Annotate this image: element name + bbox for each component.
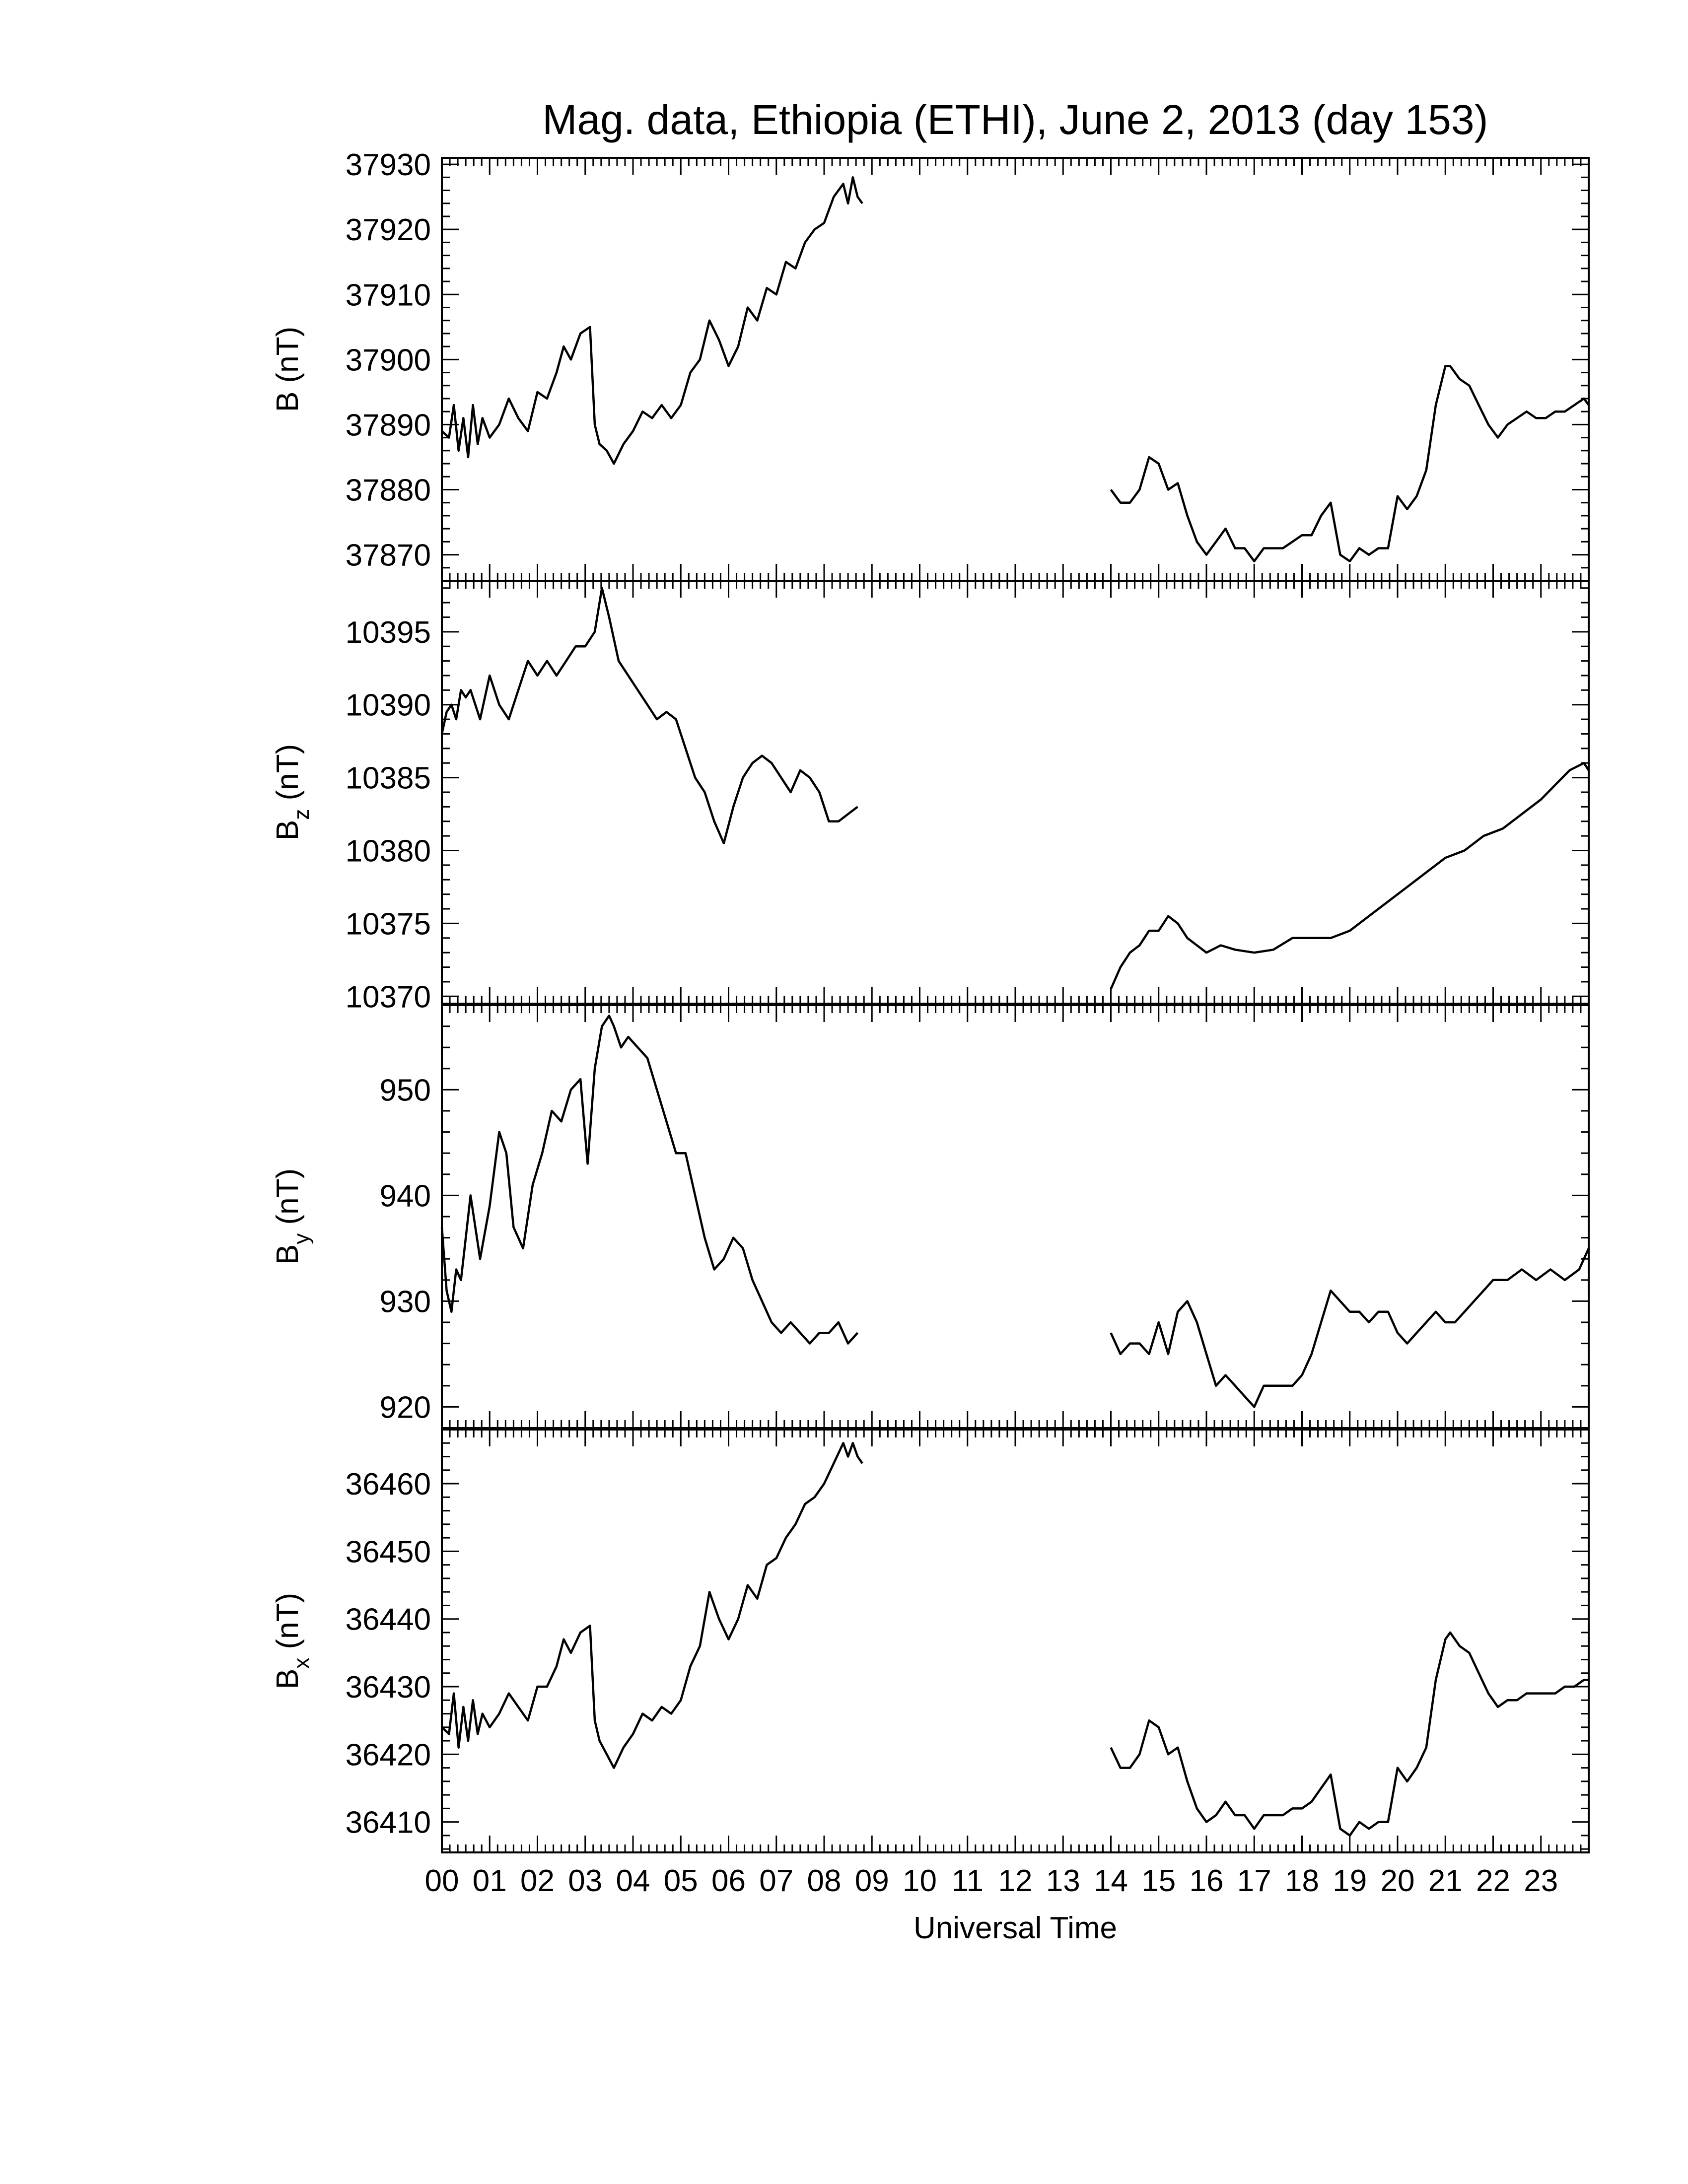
- x-tick-label: 19: [1333, 1864, 1367, 1898]
- x-tick-label: 23: [1524, 1864, 1558, 1898]
- x-tick-label: 16: [1190, 1864, 1224, 1898]
- x-tick-label: 09: [855, 1864, 889, 1898]
- y-tick-label: 36450: [346, 1535, 431, 1569]
- y-tick-label: 10385: [346, 761, 431, 796]
- panel-frame: [441, 1429, 1590, 1853]
- y-tick-label: 36430: [346, 1670, 431, 1705]
- x-tick-label: 02: [520, 1864, 555, 1898]
- panel-1: 37870 37880 37890 37900 37910 37920 37930 B (nT…: [271, 148, 1590, 582]
- y-axis-label-unit: (nT): [271, 744, 305, 809]
- x-tick-label: 04: [616, 1864, 650, 1898]
- series-line: [440, 587, 858, 845]
- x-tick-label: 13: [1046, 1864, 1080, 1898]
- x-tick-label: 10: [903, 1864, 937, 1898]
- y-axis-label-symbol: B: [271, 820, 305, 840]
- y-tick-label: 37870: [346, 539, 431, 573]
- y-tick-label: 10375: [346, 907, 431, 941]
- series-line: [1110, 1631, 1589, 1837]
- x-tick-label: 17: [1237, 1864, 1271, 1898]
- x-tick-label: 06: [711, 1864, 746, 1898]
- x-tick-label: 20: [1381, 1864, 1415, 1898]
- x-tick-label: 15: [1141, 1864, 1176, 1898]
- y-tick-label: 37920: [346, 213, 431, 247]
- x-tick-label: 03: [568, 1864, 602, 1898]
- y-tick-label: 36410: [346, 1806, 431, 1840]
- y-tick-label: 930: [380, 1285, 431, 1319]
- y-axis-label: Bx (nT): [271, 1593, 314, 1689]
- x-tick-label: 00: [425, 1864, 459, 1898]
- x-tick-label: 21: [1428, 1864, 1463, 1898]
- x-tick-label: 12: [998, 1864, 1033, 1898]
- y-tick-label: 37890: [346, 408, 431, 442]
- y-axis-label: Bz (nT): [271, 744, 314, 840]
- y-tick-label: 10390: [346, 688, 431, 723]
- series-line: [441, 176, 863, 465]
- x-tick-label: 11: [952, 1864, 984, 1898]
- x-tick-label: 07: [759, 1864, 793, 1898]
- y-tick-label: 36460: [346, 1467, 431, 1502]
- x-axis-tick-labels: 00 01 02 03 04 05 06 07 08 09 10 11 12 13 14 15 16 17 18 19…: [425, 1864, 1558, 1898]
- y-axis-label: By (nT): [271, 1168, 314, 1265]
- y-axis-label-unit: (nT): [271, 327, 305, 392]
- x-axis-title: Universal Time: [914, 1911, 1117, 1945]
- y-axis-label-subscript: z: [289, 809, 314, 820]
- y-tick-label: 36440: [346, 1603, 431, 1637]
- x-tick-label: 18: [1285, 1864, 1319, 1898]
- y-axis-label-subscript: x: [289, 1658, 314, 1669]
- y-axis-label-symbol: B: [271, 1669, 305, 1689]
- y-axis-label-unit: (nT): [271, 1593, 305, 1658]
- y-axis-label-subscript: y: [289, 1233, 314, 1244]
- y-tick-label: 950: [380, 1073, 431, 1107]
- x-tick-label: 05: [664, 1864, 698, 1898]
- y-tick-label: 37930: [346, 148, 431, 182]
- series-line: [1110, 1247, 1590, 1408]
- y-axis-label-symbol: B: [271, 392, 305, 412]
- x-tick-label: 14: [1094, 1864, 1128, 1898]
- series-line: [1110, 365, 1590, 562]
- series-line: [1110, 761, 1590, 990]
- y-tick-label: 920: [380, 1390, 431, 1425]
- panel-4: 36410 36420 36430 36440 36450 36460 Bx (nT): [271, 1429, 1590, 1853]
- y-tick-label: 940: [380, 1179, 431, 1213]
- y-tick-label: 10370: [346, 980, 431, 1014]
- x-tick-label: 01: [473, 1864, 507, 1898]
- chart-title: Mag. data, Ethiopia (ETHI), June 2, 2013…: [542, 96, 1488, 143]
- y-axis-label-symbol: B: [271, 1244, 305, 1265]
- panel-3: 920 930 940 950 By (nT): [271, 1004, 1590, 1429]
- series-line: [441, 1442, 863, 1769]
- y-axis-label: B (nT): [271, 327, 305, 412]
- y-axis-label-unit: (nT): [271, 1168, 305, 1233]
- y-tick-label: 10380: [346, 834, 431, 869]
- y-tick-label: 37900: [346, 343, 431, 377]
- y-tick-label: 36420: [346, 1738, 431, 1772]
- panel-2: 10370 10375 10380 10385 10390 10395 Bz (nT): [271, 580, 1590, 1014]
- y-tick-label: 37880: [346, 473, 431, 507]
- series-line: [440, 1015, 859, 1345]
- x-tick-label: 08: [807, 1864, 842, 1898]
- y-tick-label: 37910: [346, 278, 431, 312]
- panel-frame: [441, 157, 1590, 582]
- plot-panels: 37870 37880 37890 37900 37910 37920 37930 B (nT…: [271, 148, 1590, 1853]
- y-tick-label: 10395: [346, 615, 431, 650]
- x-tick-label: 22: [1476, 1864, 1510, 1898]
- panel-frame: [441, 1004, 1590, 1429]
